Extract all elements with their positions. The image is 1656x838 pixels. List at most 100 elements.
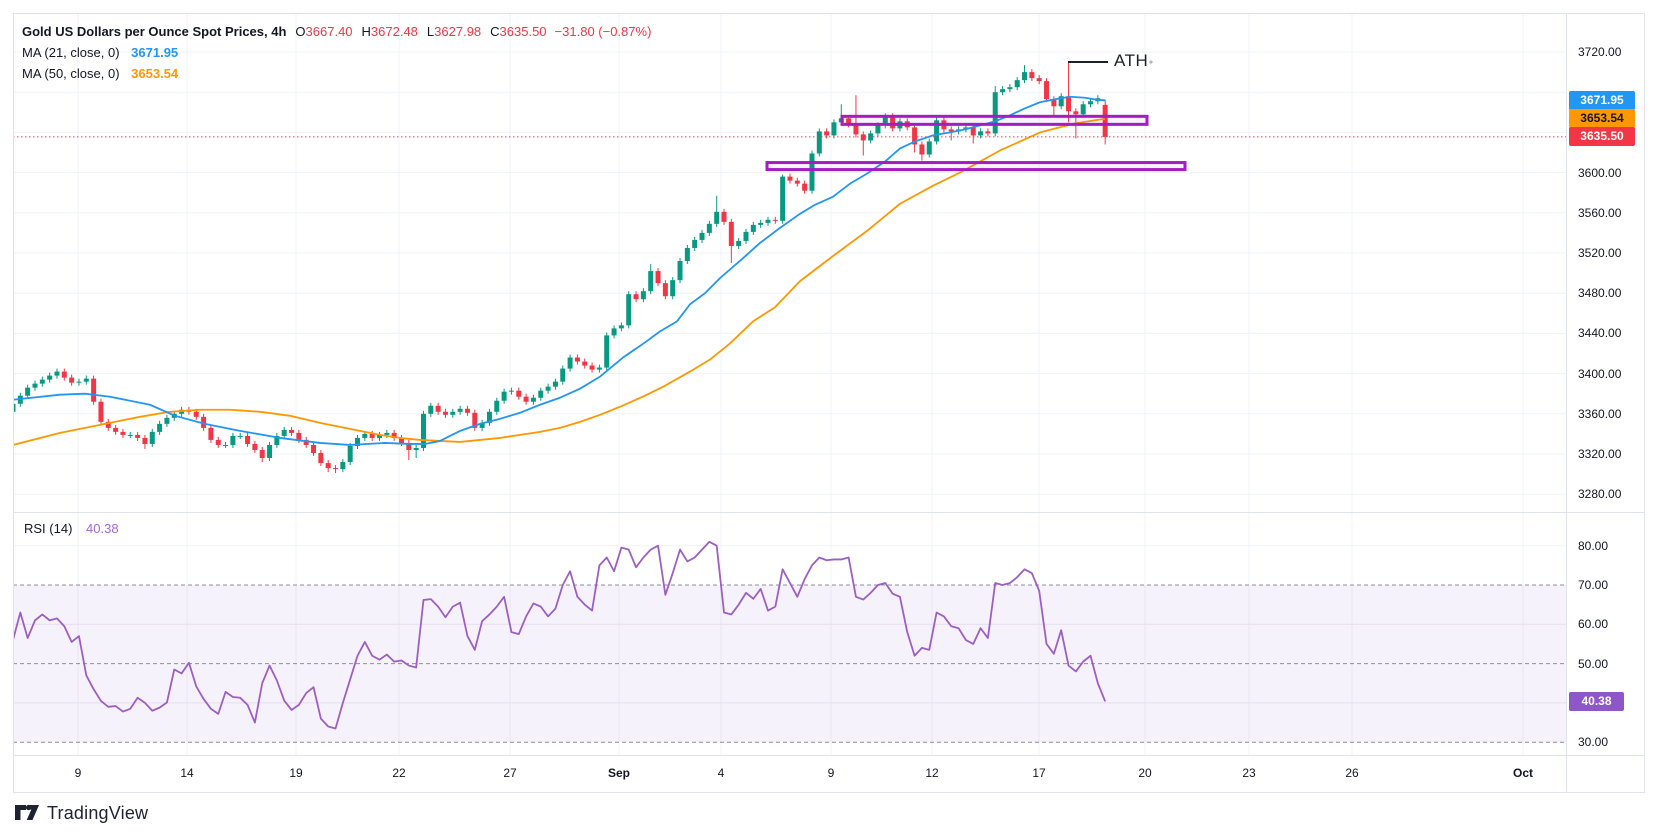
candle-body bbox=[164, 417, 170, 424]
candle-body bbox=[1102, 104, 1108, 137]
rsi-tick-label: 70.00 bbox=[1578, 578, 1609, 592]
candle-body bbox=[574, 357, 580, 362]
time-axis[interactable] bbox=[13, 755, 1567, 792]
rsi-value: 40.38 bbox=[86, 521, 119, 536]
ath-annotation-label[interactable]: ATH bbox=[1114, 51, 1149, 70]
rsi-label: RSI (14) bbox=[24, 521, 73, 536]
candle-body bbox=[684, 247, 690, 262]
candle-body bbox=[508, 390, 514, 392]
candle-body bbox=[582, 361, 588, 366]
candle-body bbox=[560, 368, 566, 382]
candle-body bbox=[450, 411, 456, 415]
candle-body bbox=[890, 116, 896, 129]
candle-body bbox=[1066, 96, 1072, 112]
pane-separator[interactable] bbox=[13, 512, 1645, 513]
candle-body bbox=[377, 434, 382, 438]
candle-body bbox=[611, 328, 617, 336]
candle-body bbox=[618, 325, 624, 329]
candle-body bbox=[567, 357, 573, 369]
candle-body bbox=[640, 291, 646, 300]
candle-body bbox=[215, 439, 221, 445]
candle-body bbox=[970, 127, 976, 136]
time-tick-label: 23 bbox=[1242, 766, 1256, 780]
candle-body bbox=[721, 211, 727, 222]
ma21-price-badge: 3671.95 bbox=[1569, 90, 1635, 110]
price-tick-label: 3520.00 bbox=[1578, 246, 1622, 260]
price-zone-rectangle[interactable] bbox=[840, 114, 1149, 126]
candle-body bbox=[589, 365, 595, 370]
high-letter: H bbox=[361, 24, 371, 39]
candle-body bbox=[340, 462, 346, 470]
candle-body bbox=[985, 131, 991, 134]
symbol-legend-row[interactable]: Gold US Dollars per Ounce Spot Prices, 4… bbox=[22, 21, 651, 42]
candle-body bbox=[98, 401, 104, 422]
ath-drawing-handle[interactable] bbox=[1149, 60, 1153, 64]
time-tick-label: 14 bbox=[180, 766, 194, 780]
main-pane[interactable] bbox=[13, 13, 1567, 512]
candle-body bbox=[596, 367, 602, 370]
rsi-legend-row[interactable]: RSI (14) 40.38 bbox=[24, 521, 119, 536]
candle-body bbox=[501, 391, 507, 401]
candle-body bbox=[706, 223, 712, 233]
candle-body bbox=[464, 408, 470, 413]
candle-body bbox=[516, 390, 522, 397]
candle-body bbox=[699, 232, 705, 240]
candle-body bbox=[25, 387, 31, 396]
candle-body bbox=[201, 416, 207, 428]
high-value: 3672.48 bbox=[370, 24, 418, 39]
time-tick-label: 17 bbox=[1032, 766, 1046, 780]
ma50-line bbox=[13, 117, 1106, 446]
candlestick-series bbox=[13, 62, 1108, 474]
price-tick-label: 3400.00 bbox=[1578, 366, 1622, 381]
candle-body bbox=[303, 439, 309, 445]
candle-body bbox=[32, 383, 38, 388]
candle-body bbox=[91, 378, 97, 402]
candle-body bbox=[648, 271, 654, 292]
rsi-tick-label: 50.00 bbox=[1578, 656, 1609, 671]
candle-body bbox=[47, 375, 53, 380]
candle-body bbox=[1088, 101, 1094, 105]
ma50-legend-row[interactable]: MA (50, close, 0) 3653.54 bbox=[22, 63, 651, 84]
candle-body bbox=[1058, 96, 1064, 107]
candle-body bbox=[318, 452, 324, 464]
price-axis[interactable] bbox=[1567, 13, 1645, 755]
candle-body bbox=[494, 400, 500, 412]
open-value: 3667.40 bbox=[305, 24, 353, 39]
candle-body bbox=[934, 120, 940, 142]
candle-body bbox=[296, 432, 302, 440]
candle-body bbox=[413, 447, 419, 450]
candle-body bbox=[743, 231, 749, 241]
candle-body bbox=[1073, 111, 1079, 115]
candle-body bbox=[486, 411, 492, 423]
tradingview-logo[interactable]: TradingView bbox=[14, 801, 148, 825]
candle-body bbox=[714, 211, 720, 224]
candle-body bbox=[816, 131, 822, 154]
frame-right bbox=[1644, 13, 1645, 792]
candle-body bbox=[736, 240, 742, 246]
price-zone-rectangle[interactable] bbox=[765, 161, 1187, 172]
ma21-value: 3671.95 bbox=[131, 45, 179, 60]
candle-body bbox=[846, 118, 852, 125]
rsi-tick-label: 60.00 bbox=[1578, 617, 1609, 632]
candle-body bbox=[245, 435, 251, 444]
price-tick-label: 3480.00 bbox=[1578, 286, 1622, 301]
candle-body bbox=[662, 283, 668, 297]
time-tick-label: 9 bbox=[74, 766, 82, 780]
tradingview-logo-icon bbox=[15, 804, 39, 820]
ma50-value: 3653.54 bbox=[131, 66, 179, 81]
change-value: −31.80 (−0.87%) bbox=[554, 24, 652, 39]
candle-body bbox=[289, 429, 295, 433]
candle-body bbox=[758, 222, 764, 225]
candle-body bbox=[267, 444, 273, 459]
candle-body bbox=[831, 122, 837, 136]
candle-body bbox=[479, 422, 485, 428]
candle-body bbox=[442, 411, 448, 415]
close-letter: C bbox=[490, 24, 500, 39]
candle-body bbox=[523, 396, 529, 402]
rsi-pane[interactable] bbox=[13, 512, 1567, 755]
candle-body bbox=[765, 219, 771, 223]
candle-body bbox=[325, 463, 331, 469]
ma21-legend-row[interactable]: MA (21, close, 0) 3671.95 bbox=[22, 42, 651, 63]
